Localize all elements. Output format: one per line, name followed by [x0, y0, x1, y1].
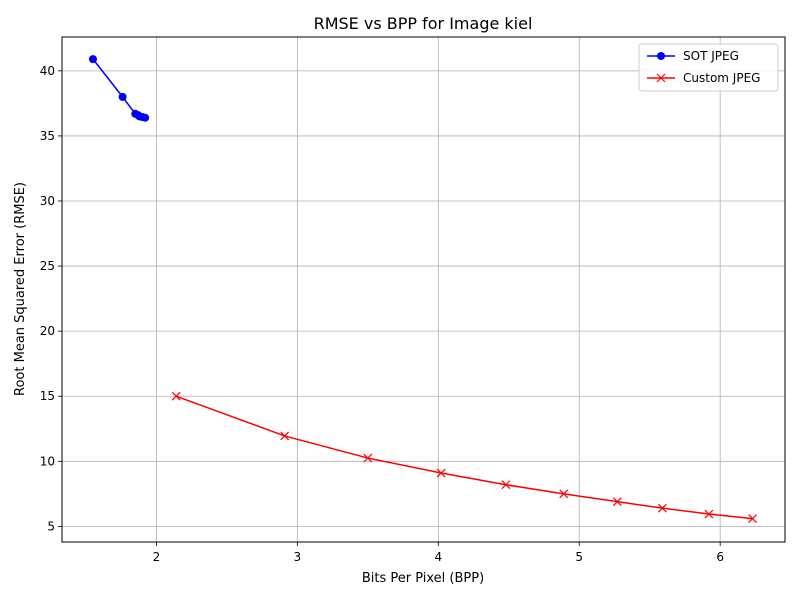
grid [62, 37, 785, 542]
y-tick-label: 15 [40, 389, 55, 403]
y-tick-label: 20 [40, 324, 55, 338]
marker-stroke [501, 480, 511, 490]
data-point [436, 468, 446, 478]
x-tick-label: 6 [716, 550, 724, 564]
legend-marker [657, 52, 665, 60]
data-point [280, 431, 290, 441]
legend-marker [656, 73, 666, 83]
marker-stroke [363, 453, 373, 463]
chart-title: RMSE vs BPP for Image kiel [314, 14, 533, 33]
y-tick-label: 10 [40, 454, 55, 468]
data-point [501, 480, 511, 490]
series-line-custom-jpeg [175, 395, 753, 520]
data-point [118, 92, 127, 101]
y-tick-label: 25 [40, 259, 55, 273]
y-tick-label: 40 [40, 64, 55, 78]
y-tick-label: 5 [47, 519, 55, 533]
series-sot-jpeg [89, 55, 150, 122]
axis-ticks: 2 3 4 5 6 5 10 15 20 25 30 35 40 [40, 64, 724, 564]
x-tick-label: 4 [434, 550, 442, 564]
x-tick-label: 2 [153, 550, 161, 564]
data-point [171, 391, 181, 401]
plot-frame [61, 36, 786, 543]
y-axis-label: Root Mean Squared Error (RMSE) [13, 182, 28, 396]
y-tick-label: 35 [40, 129, 55, 143]
marker-stroke [436, 468, 446, 478]
legend-label: Custom JPEG [683, 71, 760, 85]
x-tick-label: 3 [294, 550, 302, 564]
marker-stroke [280, 431, 290, 441]
marker-stroke [559, 489, 569, 499]
data-point [657, 503, 667, 513]
x-tick-label: 5 [575, 550, 583, 564]
data-point [612, 497, 622, 507]
legend-item: Custom JPEG [647, 71, 760, 85]
marker-stroke [748, 514, 758, 523]
x-axis-label: Bits Per Pixel (BPP) [362, 571, 484, 586]
plot-series [89, 55, 758, 523]
legend: SOT JPEG Custom JPEG [638, 43, 779, 92]
series-custom-jpeg [171, 391, 758, 523]
marker-stroke [612, 497, 622, 507]
marker-stroke [657, 503, 667, 513]
legend-item: SOT JPEG [647, 49, 739, 63]
y-tick-label: 30 [40, 194, 55, 208]
marker-stroke [704, 509, 714, 519]
data-point [748, 514, 758, 523]
data-point [141, 113, 150, 122]
data-point [559, 489, 569, 499]
legend-label: SOT JPEG [683, 49, 739, 63]
data-point [89, 55, 98, 64]
data-point [704, 509, 714, 519]
data-point [363, 453, 373, 463]
marker-stroke [171, 391, 181, 401]
